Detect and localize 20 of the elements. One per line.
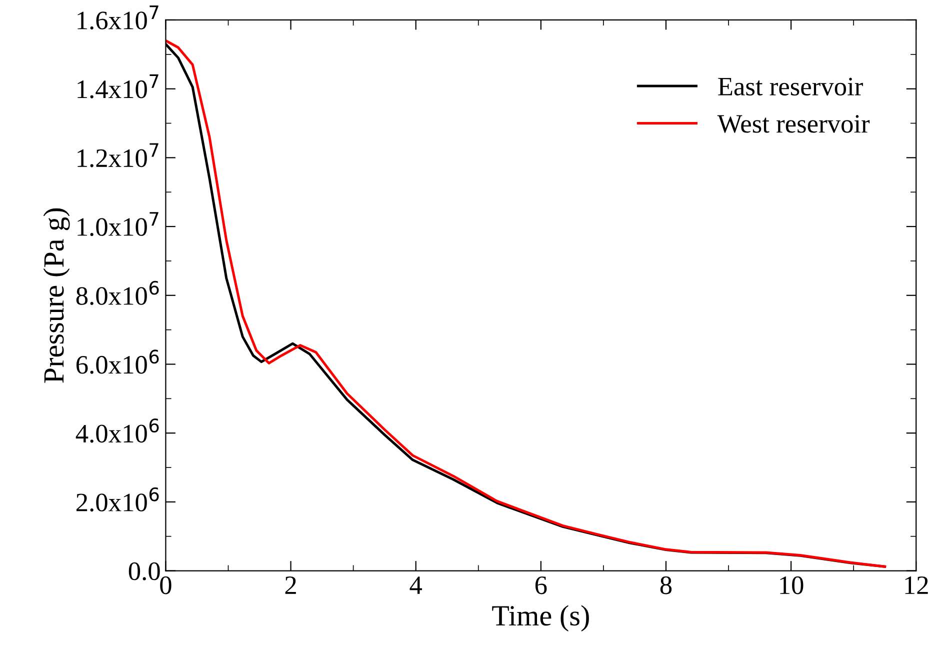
x-tick-label: 4 — [410, 576, 422, 594]
legend-label: West reservoir — [717, 115, 870, 133]
x-tick-label: 2 — [285, 576, 296, 594]
x-tick-label: 8 — [660, 576, 672, 594]
x-tick-label: 10 — [780, 576, 804, 594]
y-tick-label: 2.0x10$^{6}$ — [76, 487, 159, 512]
y-tick-label: 1.0x10$^{7}$ — [78, 212, 158, 236]
y-tick-label: 1.6x10$^{7}$ — [78, 6, 158, 30]
x-tick-label: 12 — [905, 576, 928, 594]
x-tick-label: 6 — [535, 576, 547, 594]
x-axis-title: Time (s) — [492, 605, 589, 632]
y-tick-label: 6.0x10$^{6}$ — [76, 350, 159, 374]
x-tick-label: 0 — [160, 576, 172, 594]
y-tick-label: 0.0 — [128, 562, 160, 580]
y-tick-label: 8.0x10$^{6}$ — [76, 280, 159, 306]
y-tick-label: 4.0x10$^{6}$ — [76, 418, 159, 443]
y-tick-label: 1.2x10$^{7}$ — [78, 143, 158, 168]
legend-label: East reservoir — [718, 78, 863, 96]
y-tick-label: 1.4x10$^{7}$ — [78, 74, 158, 98]
y-axis-title: Pressure (Pa g) — [43, 208, 70, 383]
